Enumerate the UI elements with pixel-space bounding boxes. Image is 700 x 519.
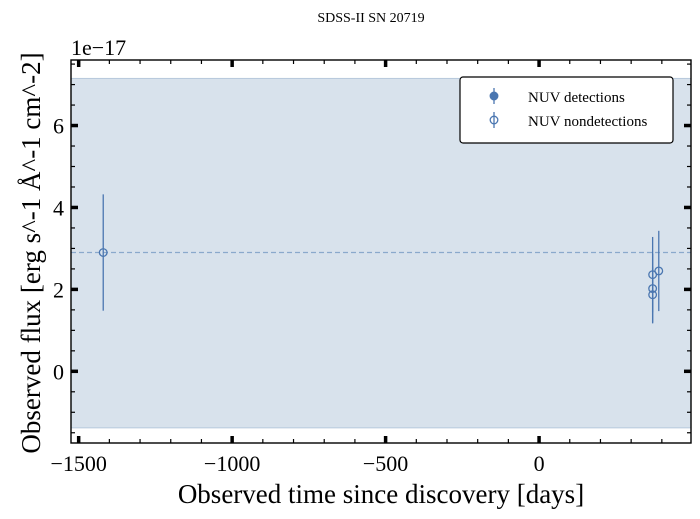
axes-frame bbox=[70, 59, 692, 444]
x-tick-label: −500 bbox=[363, 451, 408, 476]
legend-detections-label: NUV detections bbox=[528, 90, 625, 106]
x-tick-label: −1000 bbox=[204, 451, 260, 476]
chart-title: SDSS-II SN 20719 bbox=[317, 11, 424, 26]
legend: NUV detections NUV nondetections bbox=[459, 76, 674, 144]
y-offset-label: 1e−17 bbox=[71, 35, 126, 60]
y-tick-label: 6 bbox=[53, 114, 64, 139]
x-axis-label: Observed time since discovery [days] bbox=[178, 479, 584, 509]
data-points bbox=[98, 194, 664, 324]
legend-box bbox=[459, 76, 674, 144]
legend-nondetections-label: NUV nondetections bbox=[528, 114, 647, 130]
y-tick-label: 2 bbox=[53, 277, 64, 302]
y-tick-labels: 0 2 4 6 bbox=[53, 114, 64, 385]
y-tick-label: 0 bbox=[53, 359, 64, 384]
nondetection-point bbox=[648, 290, 658, 300]
y-tick-label: 4 bbox=[53, 195, 64, 220]
x-tick-labels: −1500 −1000 −500 0 bbox=[50, 451, 544, 476]
nondetection-point bbox=[98, 248, 108, 257]
legend-nondetections-marker bbox=[489, 115, 499, 125]
x-tick-label: 0 bbox=[534, 451, 545, 476]
x-tick-label: −1500 bbox=[50, 451, 106, 476]
y-axis-label: Observed flux [erg s^-1 Å^-1 cm^-2] bbox=[16, 52, 46, 453]
legend-detections-marker bbox=[489, 91, 499, 101]
nondetection-point bbox=[654, 266, 664, 276]
